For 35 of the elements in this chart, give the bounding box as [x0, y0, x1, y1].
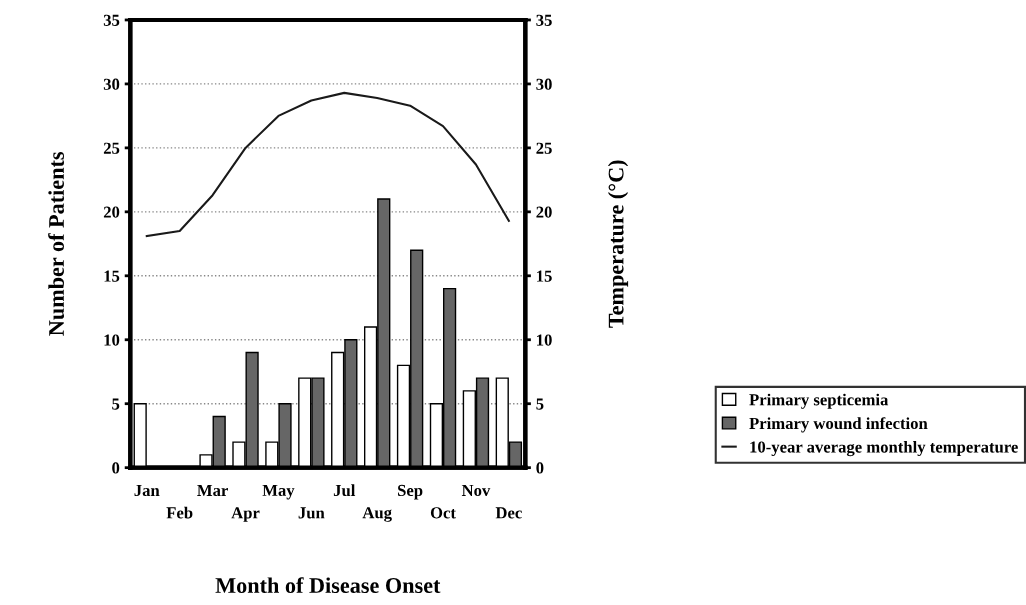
- y-tick-label: 10: [104, 334, 120, 346]
- x-tick-label: Sep: [398, 484, 423, 500]
- y2-tick-label: 25: [536, 142, 552, 154]
- x-tick-label: Jul: [333, 484, 356, 497]
- line-series: [145, 91, 510, 238]
- x-tick-label: Mar: [197, 484, 228, 497]
- legend-label: Primary wound infection: [749, 417, 928, 433]
- x-tick-label: Jan: [134, 484, 160, 497]
- y2-tick-label: 0: [536, 462, 544, 474]
- x-tick-label: Nov: [461, 484, 491, 497]
- y-tick-label: 5: [112, 398, 120, 410]
- x-tick-label: Dec: [495, 507, 522, 519]
- y2-tick-label: 10: [537, 334, 552, 346]
- x-tick-label: Jun: [298, 507, 325, 519]
- y2-axis-title: Temperature (°C): [607, 160, 629, 328]
- x-tick-label: Aug: [362, 507, 392, 522]
- y-tick-label: 20: [103, 206, 120, 218]
- y-tick-label: 35: [103, 14, 120, 26]
- y2-tick-label: 5: [536, 398, 544, 410]
- y-tick-label: 15: [104, 270, 120, 282]
- y2-tick-label: 15: [537, 270, 552, 282]
- legend-label: Primary septicemia: [749, 393, 889, 409]
- x-tick-label: Feb: [166, 506, 193, 519]
- y-tick-label: 25: [103, 142, 120, 154]
- x-axis-title: Month of Disease Onset: [215, 577, 441, 594]
- x-tick-label: Apr: [231, 507, 260, 522]
- y2-tick-label: 20: [536, 206, 552, 218]
- y-axis-title: Number of Patients: [48, 151, 65, 336]
- y2-tick-label: 30: [536, 78, 552, 90]
- y2-tick-label: 35: [536, 14, 552, 26]
- y-tick-label: 30: [103, 78, 120, 90]
- legend-label: 10-year average monthly temperature: [750, 440, 1018, 457]
- x-tick-label: Oct: [430, 507, 456, 519]
- y-tick-label: 0: [112, 462, 120, 474]
- x-tick-label: May: [262, 484, 295, 500]
